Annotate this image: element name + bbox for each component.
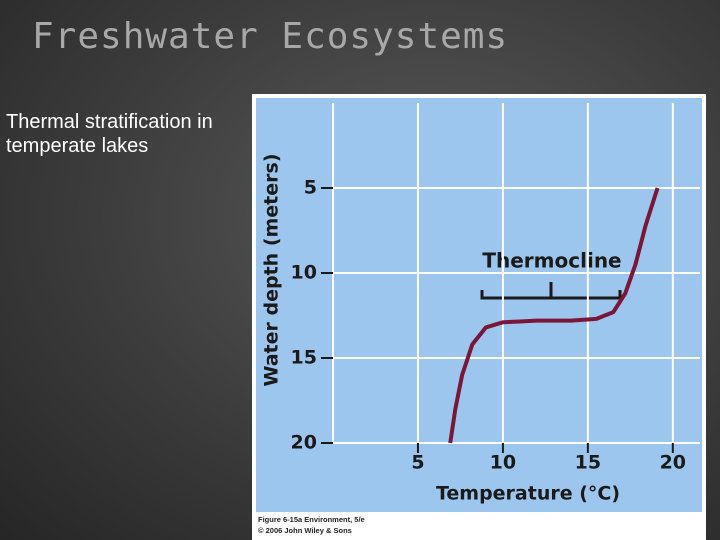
y-tick-label: 15 <box>291 347 317 369</box>
x-axis-label: Temperature (°C) <box>436 483 620 505</box>
annotation: Thermocline <box>482 249 621 273</box>
x-tick-label: 10 <box>490 452 516 474</box>
y-tick-label: 10 <box>291 262 317 284</box>
slide-body: Thermal stratification in temperate lake… <box>6 111 213 157</box>
caption: Figure 6-15a Environment, 5/e <box>258 515 365 524</box>
y-tick-label: 5 <box>304 177 317 199</box>
x-tick-label: 5 <box>411 452 424 474</box>
data-line <box>448 187 660 444</box>
plot-background <box>256 98 702 512</box>
y-axis-label: Water depth (meters) <box>261 153 283 386</box>
thermocline-bracket <box>480 282 622 300</box>
caption: © 2006 John Wiley & Sons <box>258 526 352 535</box>
y-tick-label: 20 <box>291 432 317 454</box>
x-tick-label: 20 <box>660 452 686 474</box>
x-tick-label: 15 <box>575 452 601 474</box>
slide-title: Freshwater Ecosystems <box>32 16 509 57</box>
